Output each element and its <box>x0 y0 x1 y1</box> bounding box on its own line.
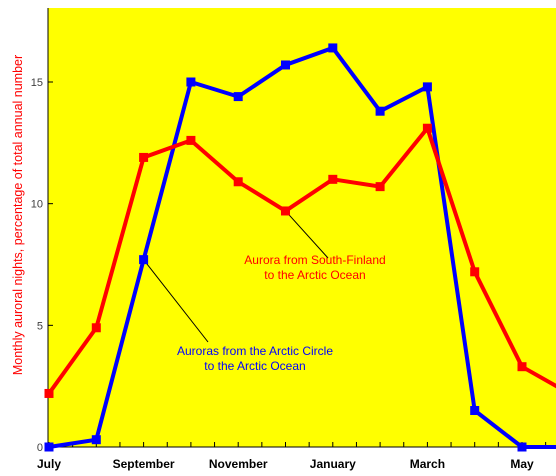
data-point <box>375 106 385 116</box>
series-blue <box>44 43 556 452</box>
data-point <box>233 92 243 102</box>
annotation-leader <box>143 259 209 343</box>
data-point <box>139 255 149 265</box>
data-point <box>470 406 480 415</box>
x-tick-label: July <box>37 457 61 471</box>
data-point <box>91 435 101 445</box>
data-point <box>281 206 290 216</box>
data-point <box>470 267 480 277</box>
data-point <box>517 442 527 452</box>
tick-labels: 0 5 10 15 July September November January March M… <box>31 77 534 471</box>
data-point <box>328 43 338 53</box>
series-line <box>48 45 556 449</box>
data-point <box>91 323 101 333</box>
data-point <box>517 362 527 372</box>
annotation-text: to the Arctic Ocean <box>264 268 365 282</box>
data-point <box>422 82 432 92</box>
annotation-text: to the Arctic Ocean <box>204 359 305 373</box>
data-series <box>44 43 556 452</box>
x-tick-label: January <box>310 457 356 471</box>
annotation-text: Auroras from the Arctic Circle <box>177 344 333 358</box>
annotation-text: Aurora from South-Finland <box>244 253 385 267</box>
series-red <box>44 123 556 398</box>
series-line <box>47 124 556 395</box>
data-point <box>422 123 432 133</box>
data-point <box>44 442 54 452</box>
data-point <box>328 174 338 184</box>
y-tick-label: 15 <box>31 77 43 89</box>
data-point <box>44 388 54 398</box>
data-point <box>139 152 149 162</box>
y-tick-label: 0 <box>37 442 43 454</box>
axes <box>47 8 556 448</box>
x-tick-label: March <box>410 457 445 471</box>
x-tick-label: May <box>510 457 534 471</box>
y-axis-label: Monthly auroral nights, percentage of to… <box>11 55 25 375</box>
y-tick-label: 10 <box>31 199 43 211</box>
data-point <box>375 182 385 192</box>
y-tick-label: 5 <box>37 320 43 332</box>
x-tick-label: November <box>209 457 268 471</box>
data-point <box>186 77 196 87</box>
data-point <box>281 60 290 70</box>
annotation-leader <box>285 210 329 259</box>
annotation-leader-lines <box>143 210 329 343</box>
data-point <box>233 177 243 187</box>
x-tick-label: September <box>113 457 175 471</box>
data-point <box>186 135 196 145</box>
